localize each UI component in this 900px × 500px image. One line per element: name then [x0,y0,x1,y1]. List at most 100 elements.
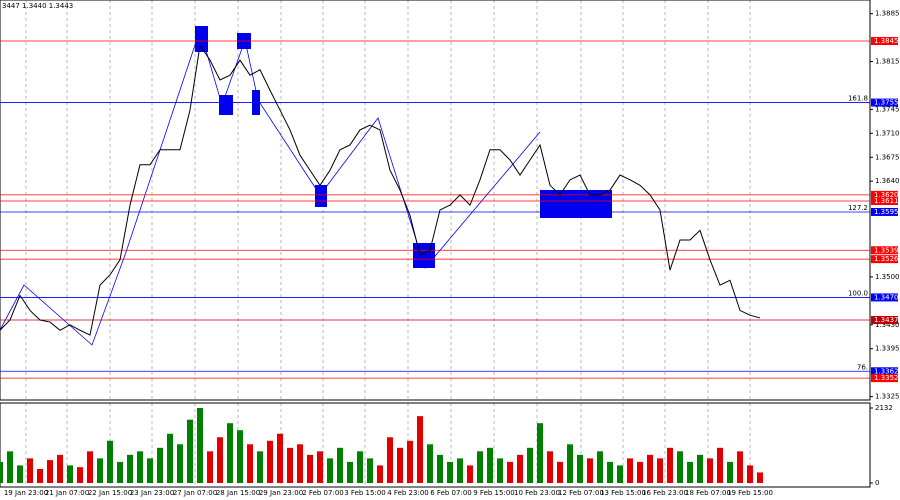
x-tick-label: 4 Feb 23:00 [387,489,428,497]
volume-bar [187,419,193,483]
volume-bar [47,460,53,483]
volume-bar [357,451,363,483]
volume-bar [167,433,173,483]
volume-bar [497,458,503,483]
volume-bar [687,461,693,483]
volume-bar [157,447,163,483]
volume-bar [307,454,313,483]
volume-bar [37,468,43,483]
volume-bar [0,461,3,483]
volume-bar [537,423,543,483]
volume-bar [7,451,13,483]
level-label-box [871,246,898,255]
y-tick-label: 1.3430 [875,321,900,329]
y-tick-label: 2132 [875,404,893,412]
volume-bar [27,458,33,483]
volume-bar [717,447,723,483]
fib-label: 100.0 [848,289,868,297]
zone [413,243,435,268]
volume-bar [737,451,743,483]
level-label: 1.3526 [874,255,899,263]
volume-bar [177,444,183,483]
volume-bar [287,447,293,483]
volume-bar [77,467,83,483]
y-tick-label: 0 [875,479,879,487]
level-label: 1.3470 [874,293,899,301]
volume-bar [337,447,343,483]
y-tick-label: 1.3885 [875,10,900,18]
level-label-box [871,197,898,206]
volume-bar [57,454,63,483]
y-tick-label: 1.3815 [875,58,900,66]
volume-bar [417,416,423,483]
x-tick-label: 9 Feb 15:00 [473,489,514,497]
x-tick-label: 10 Feb 23:00 [514,489,560,497]
x-tick-label: 2 Feb 07:00 [302,489,343,497]
x-tick-label: 3 Feb 15:00 [344,489,385,497]
volume-bar [457,458,463,483]
level-label-box [871,37,898,46]
volume-bar [87,451,93,483]
grid [25,0,751,487]
volume-bar [427,444,433,483]
x-tick-label: 19 Jan 23:00 [4,489,48,497]
volume-bar [197,407,203,483]
level-label-box [871,367,898,376]
y-tick-label: 1.3710 [875,129,900,137]
zigzag [0,28,541,346]
volume-bar [257,451,263,483]
x-tick-label: 23 Jan 23:00 [130,489,174,497]
volume-bar [447,461,453,483]
volume-bar [637,461,643,483]
volume-bar [587,458,593,483]
volume-bar [527,447,533,483]
volume-bar [347,461,353,483]
zone [219,95,233,115]
volume-bar [437,454,443,483]
y-tick-label: 1.3745 [875,105,900,113]
volume-bar [127,454,133,483]
y-tick-label: 1.3675 [875,153,900,161]
fib-label: 127.2 [848,204,868,212]
volume-bar [117,461,123,483]
header: 3447 1.3440 1.3443 [2,2,73,10]
level-label: 1.3352 [874,374,899,382]
y-tick-label: 1.3500 [875,273,900,281]
level-label: 1.3437 [874,316,899,324]
level-label: 1.3845 [874,37,899,45]
level-label-box [871,374,898,383]
volume-bar [487,447,493,483]
level-label: 1.3362 [874,367,899,375]
volume-bar [277,433,283,483]
volume-bar [697,454,703,483]
volume-bar [617,465,623,483]
zone [315,185,327,207]
volume-bar [667,447,673,483]
level-label: 1.3611 [874,197,899,205]
zone [195,26,208,52]
volume-bar [247,444,253,483]
volume-bar [377,465,383,483]
x-tick-label: 22 Jan 15:00 [88,489,132,497]
level-label-box [871,190,898,199]
x-tick-label: 6 Feb 07:00 [430,489,471,497]
volume-bar [467,465,473,483]
level-label-box [871,316,898,324]
level-label: 1.3755 [874,99,899,107]
volume-bar [627,458,633,483]
x-tick-label: 21 Jan 07:00 [45,489,89,497]
volume-bar [507,461,513,483]
fib-label: 76. [857,363,868,371]
volume-bar [727,461,733,483]
volume-bar [327,458,333,483]
volume-bar [547,451,553,483]
volume-bar [67,465,73,483]
volume-bar [397,447,403,483]
volume-bar [677,451,683,483]
volume-bar [387,437,393,483]
x-tick-label: 27 Jan 07:00 [173,489,217,497]
y-tick-label: 1.3325 [875,393,900,401]
fib-label: 161.8 [848,95,868,103]
y-tick-label: 1.3640 [875,177,900,185]
